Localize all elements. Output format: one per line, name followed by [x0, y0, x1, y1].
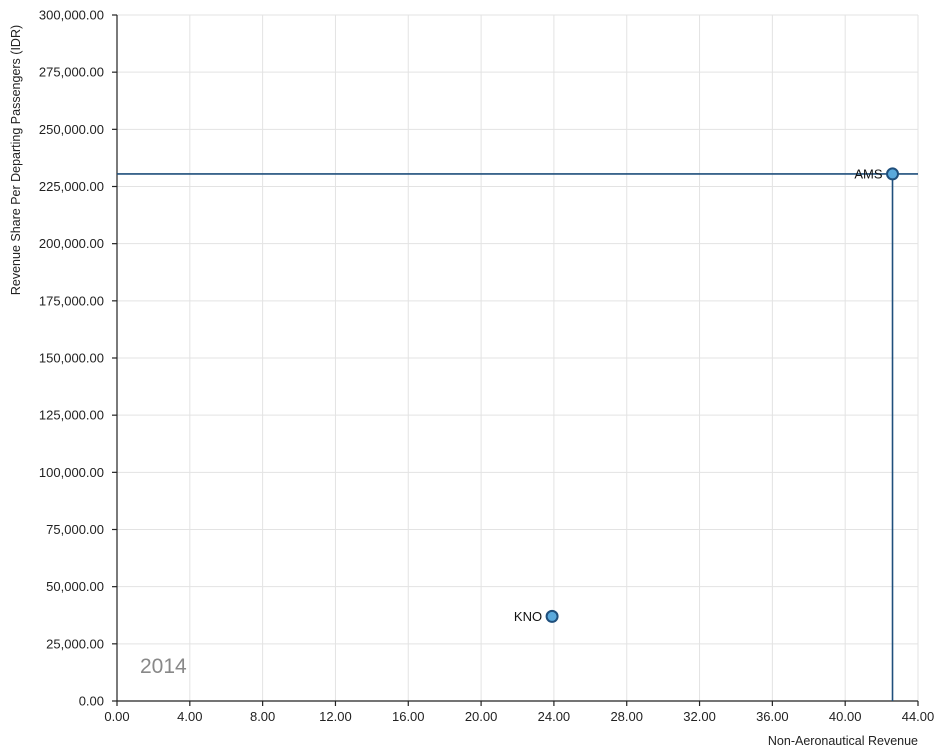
x-axis-ticks: 0.00 4.00 8.00 12.00 16.00 20.00 24.00 28.00 32.… — [104, 701, 934, 724]
x-axis-title: Non-Aeronautical Revenue — [768, 734, 918, 748]
y-tick-label: 100,000.00 — [39, 465, 104, 480]
y-tick-label: 50,000.00 — [46, 579, 104, 594]
crosshair — [117, 173, 918, 701]
data-point-ams[interactable] — [886, 167, 900, 181]
x-tick-label: 28.00 — [610, 709, 643, 724]
y-tick-label: 225,000.00 — [39, 179, 104, 194]
x-tick-label: 4.00 — [177, 709, 202, 724]
x-tick-label: 44.00 — [902, 709, 935, 724]
y-axis-ticks: 0.00 25,000.00 50,000.00 75,000.00 100,000.0… — [39, 8, 117, 709]
x-tick-label: 12.00 — [319, 709, 352, 724]
y-tick-label: 0.00 — [79, 694, 104, 709]
y-tick-label: 125,000.00 — [39, 408, 104, 423]
y-tick-label: 175,000.00 — [39, 293, 104, 308]
x-tick-label: 24.00 — [538, 709, 571, 724]
x-tick-label: 8.00 — [250, 709, 275, 724]
data-points[interactable]: KNO AMS — [514, 166, 900, 624]
point-label: KNO — [514, 609, 542, 624]
y-axis-title: Revenue Share Per Departing Passengers (… — [9, 25, 23, 295]
year-label: 2014 — [140, 655, 187, 678]
x-tick-label: 16.00 — [392, 709, 425, 724]
x-tick-label: 40.00 — [829, 709, 862, 724]
y-tick-label: 25,000.00 — [46, 636, 104, 651]
x-tick-label: 32.00 — [683, 709, 716, 724]
y-tick-label: 275,000.00 — [39, 65, 104, 80]
y-tick-label: 200,000.00 — [39, 236, 104, 251]
y-tick-label: 75,000.00 — [46, 522, 104, 537]
x-tick-label: 20.00 — [465, 709, 498, 724]
y-tick-label: 300,000.00 — [39, 8, 104, 23]
x-tick-label: 0.00 — [104, 709, 129, 724]
point-label: AMS — [854, 166, 883, 181]
data-point-kno[interactable] — [545, 609, 559, 623]
grid — [117, 14, 919, 701]
y-tick-label: 250,000.00 — [39, 122, 104, 137]
x-tick-label: 36.00 — [756, 709, 789, 724]
y-tick-label: 150,000.00 — [39, 351, 104, 366]
